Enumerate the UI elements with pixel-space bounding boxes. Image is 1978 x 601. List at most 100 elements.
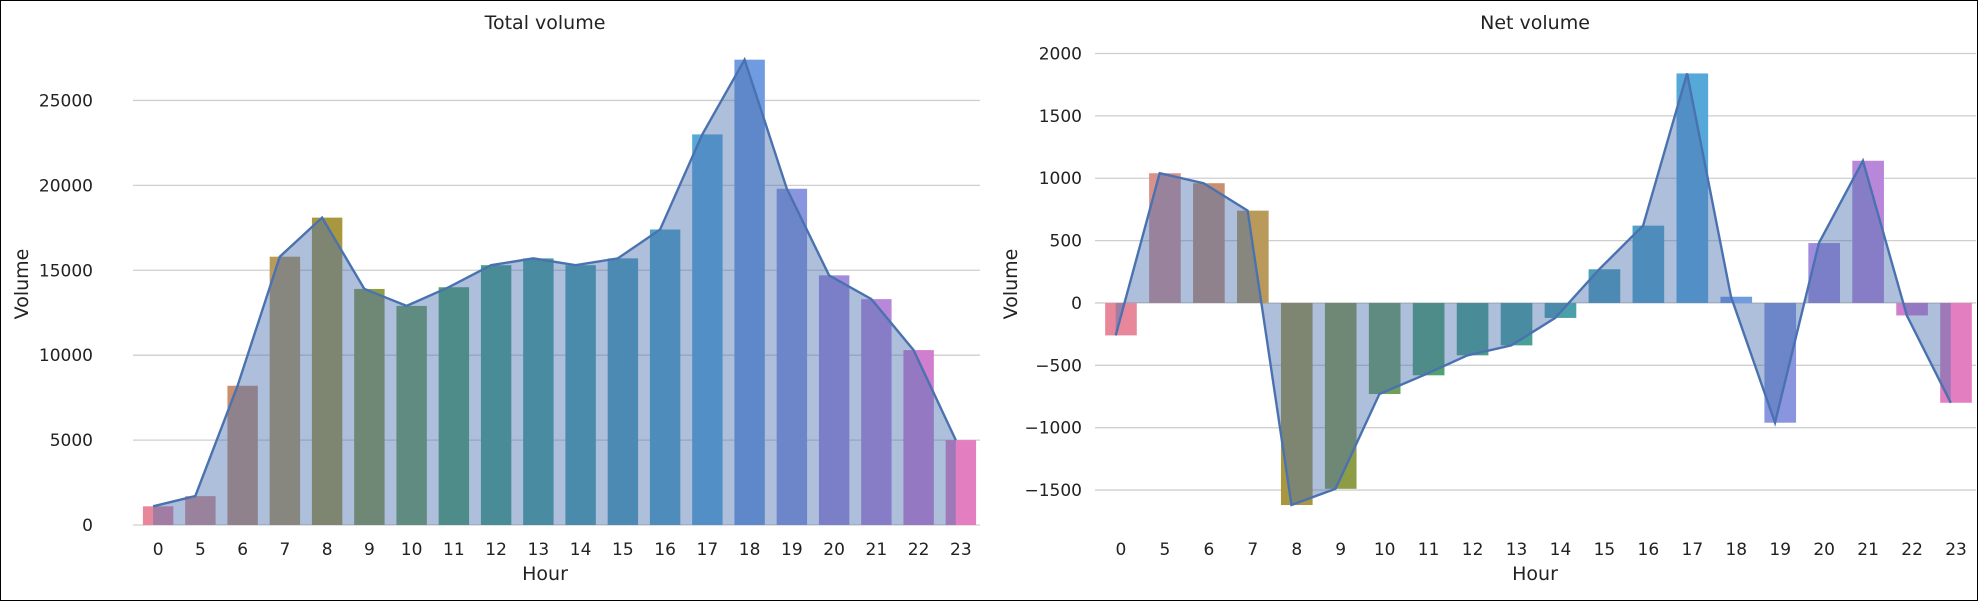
bar — [269, 256, 301, 525]
bar — [1940, 302, 1972, 403]
bar — [1852, 160, 1884, 303]
bar — [1237, 210, 1269, 303]
y-axis-label: Volume — [11, 249, 33, 320]
x-tick-label: 19 — [1769, 540, 1791, 560]
x-tick-label: 6 — [1203, 540, 1214, 560]
y-tick-label: 0 — [1071, 294, 1082, 314]
y-tick-label: 15000 — [39, 261, 93, 281]
bar — [227, 385, 258, 525]
x-tick-label: 23 — [950, 540, 972, 560]
x-tick-label: 16 — [1638, 540, 1660, 560]
x-tick-label: 15 — [612, 540, 634, 560]
y-tick-label: 1000 — [1039, 169, 1082, 189]
x-tick-label: 17 — [1682, 540, 1704, 560]
x-tick-label: 13 — [1506, 540, 1528, 560]
x-tick-label: 14 — [570, 540, 592, 560]
x-tick-label: 19 — [781, 540, 803, 560]
x-tick-label: 10 — [1374, 540, 1396, 560]
x-tick-label: 23 — [1945, 540, 1967, 560]
x-axis-label: Hour — [522, 563, 568, 585]
x-tick-label: 12 — [1462, 540, 1484, 560]
x-tick-label: 7 — [279, 540, 290, 560]
bar — [1368, 302, 1401, 395]
bar — [1412, 302, 1445, 376]
x-tick-label: 14 — [1550, 540, 1572, 560]
bar — [311, 217, 343, 525]
bar — [692, 134, 723, 525]
y-tick-label: −500 — [1035, 356, 1082, 376]
x-tick-label: 9 — [364, 540, 375, 560]
x-tick-label: 12 — [485, 540, 507, 560]
x-tick-label: 5 — [195, 540, 206, 560]
bar — [945, 440, 977, 525]
bar — [565, 265, 596, 525]
bar — [903, 350, 934, 525]
x-tick-label: 21 — [866, 540, 888, 560]
x-tick-label: 11 — [443, 540, 465, 560]
x-tick-label: 22 — [1901, 540, 1923, 560]
x-tick-label: 9 — [1335, 540, 1346, 560]
bar — [142, 506, 174, 525]
bar — [734, 59, 765, 526]
x-tick-label: 15 — [1594, 540, 1616, 560]
bar — [396, 305, 427, 525]
y-tick-label: 2000 — [1039, 44, 1082, 64]
x-tick-label: 11 — [1418, 540, 1440, 560]
bar — [438, 287, 470, 525]
area-line — [1114, 73, 1952, 507]
x-tick-label: 8 — [1291, 540, 1302, 560]
x-tick-label: 20 — [823, 540, 845, 560]
x-tick-label: 21 — [1857, 540, 1879, 560]
chart-title: Net volume — [1480, 12, 1590, 34]
chart-title: Total volume — [484, 12, 606, 34]
y-tick-label: −1000 — [1024, 419, 1082, 439]
area-fill — [1115, 73, 1951, 506]
x-tick-label: 20 — [1813, 540, 1835, 560]
x-axis-label: Hour — [1512, 563, 1558, 585]
bar — [1456, 302, 1489, 356]
bar — [861, 299, 892, 525]
area-fill — [153, 59, 956, 525]
bar — [1193, 183, 1225, 303]
x-tick-label: 7 — [1247, 540, 1258, 560]
bar — [1500, 302, 1533, 346]
x-tick-label: 0 — [1116, 540, 1127, 560]
x-tick-label: 22 — [908, 540, 930, 560]
bar — [523, 258, 554, 525]
y-tick-label: 1500 — [1039, 107, 1082, 127]
x-tick-label: 18 — [739, 540, 761, 560]
y-tick-label: 25000 — [39, 91, 93, 111]
bar — [649, 229, 681, 526]
bar — [1632, 225, 1665, 303]
x-tick-label: 17 — [697, 540, 719, 560]
area-line — [152, 56, 957, 508]
bar — [354, 288, 385, 525]
bar — [480, 265, 512, 525]
x-tick-label: 10 — [401, 540, 423, 560]
bar — [776, 188, 808, 525]
x-tick-label: 13 — [528, 540, 550, 560]
y-tick-label: 10000 — [39, 346, 93, 366]
x-tick-label: 6 — [237, 540, 248, 560]
bar — [818, 275, 850, 525]
panel-net-volume: Net volume Hour Volume −1500−1000−500050… — [1000, 12, 1976, 585]
y-axis-label: Volume — [1000, 249, 1022, 320]
x-tick-label: 0 — [153, 540, 164, 560]
x-tick-label: 16 — [654, 540, 676, 560]
y-tick-label: 500 — [1050, 232, 1082, 252]
bar — [1324, 302, 1357, 489]
y-tick-label: 0 — [82, 516, 93, 536]
y-tick-label: 20000 — [39, 176, 93, 196]
x-tick-label: 8 — [322, 540, 333, 560]
y-tick-label: −1500 — [1024, 481, 1082, 501]
x-tick-label: 5 — [1160, 540, 1171, 560]
bar — [1720, 296, 1753, 303]
bar — [1676, 73, 1709, 303]
panel-total-volume: Total volume Hour Volume 0 5000 10000 15000… — [11, 12, 980, 585]
bar — [185, 496, 216, 525]
bar — [607, 258, 639, 525]
y-tick-label: 5000 — [50, 431, 93, 451]
bar — [1808, 243, 1840, 303]
x-tick-label: 18 — [1725, 540, 1747, 560]
